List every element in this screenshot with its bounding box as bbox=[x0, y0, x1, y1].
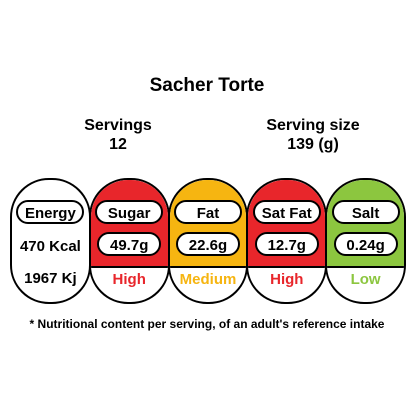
sat-fat-column: Sat Fat 12.7g High bbox=[246, 178, 328, 304]
footnote: * Nutritional content per serving, of an… bbox=[29, 317, 385, 331]
sat-fat-level: High bbox=[270, 271, 304, 288]
serving-size-value: 139 (g) bbox=[287, 136, 339, 153]
sugar-column: Sugar 49.7g High bbox=[88, 178, 170, 304]
fat-value: 22.6g bbox=[175, 232, 240, 256]
salt-level: Low bbox=[350, 271, 381, 288]
sugar-label: Sugar bbox=[95, 200, 164, 224]
serving-size: Serving size 139 (g) bbox=[248, 116, 378, 154]
energy-kj: 1967 Kj bbox=[24, 270, 77, 287]
salt-label: Salt bbox=[331, 200, 400, 224]
salt-column: Salt 0.24g Low bbox=[325, 178, 406, 304]
servings-value: 12 bbox=[109, 136, 127, 153]
fat-level: Medium bbox=[179, 271, 237, 288]
servings: Servings 12 bbox=[58, 116, 178, 154]
sat-fat-value: 12.7g bbox=[254, 232, 319, 256]
salt-value: 0.24g bbox=[333, 232, 398, 256]
fat-column: Fat 22.6g Medium bbox=[167, 178, 249, 304]
nutrition-label: Energy 470 Kcal 1967 Kj Sugar 49.7g High… bbox=[10, 178, 406, 304]
sugar-value: 49.7g bbox=[97, 232, 162, 256]
energy-column: Energy 470 Kcal 1967 Kj bbox=[10, 178, 91, 304]
energy-label: Energy bbox=[16, 200, 85, 224]
energy-kcal: 470 Kcal bbox=[19, 238, 81, 255]
sat-fat-label: Sat Fat bbox=[252, 200, 321, 224]
servings-label: Servings bbox=[84, 117, 152, 134]
fat-label: Fat bbox=[173, 200, 242, 224]
page-title: Sacher Torte bbox=[149, 75, 265, 96]
sugar-level: High bbox=[112, 271, 146, 288]
serving-size-label: Serving size bbox=[266, 117, 360, 134]
